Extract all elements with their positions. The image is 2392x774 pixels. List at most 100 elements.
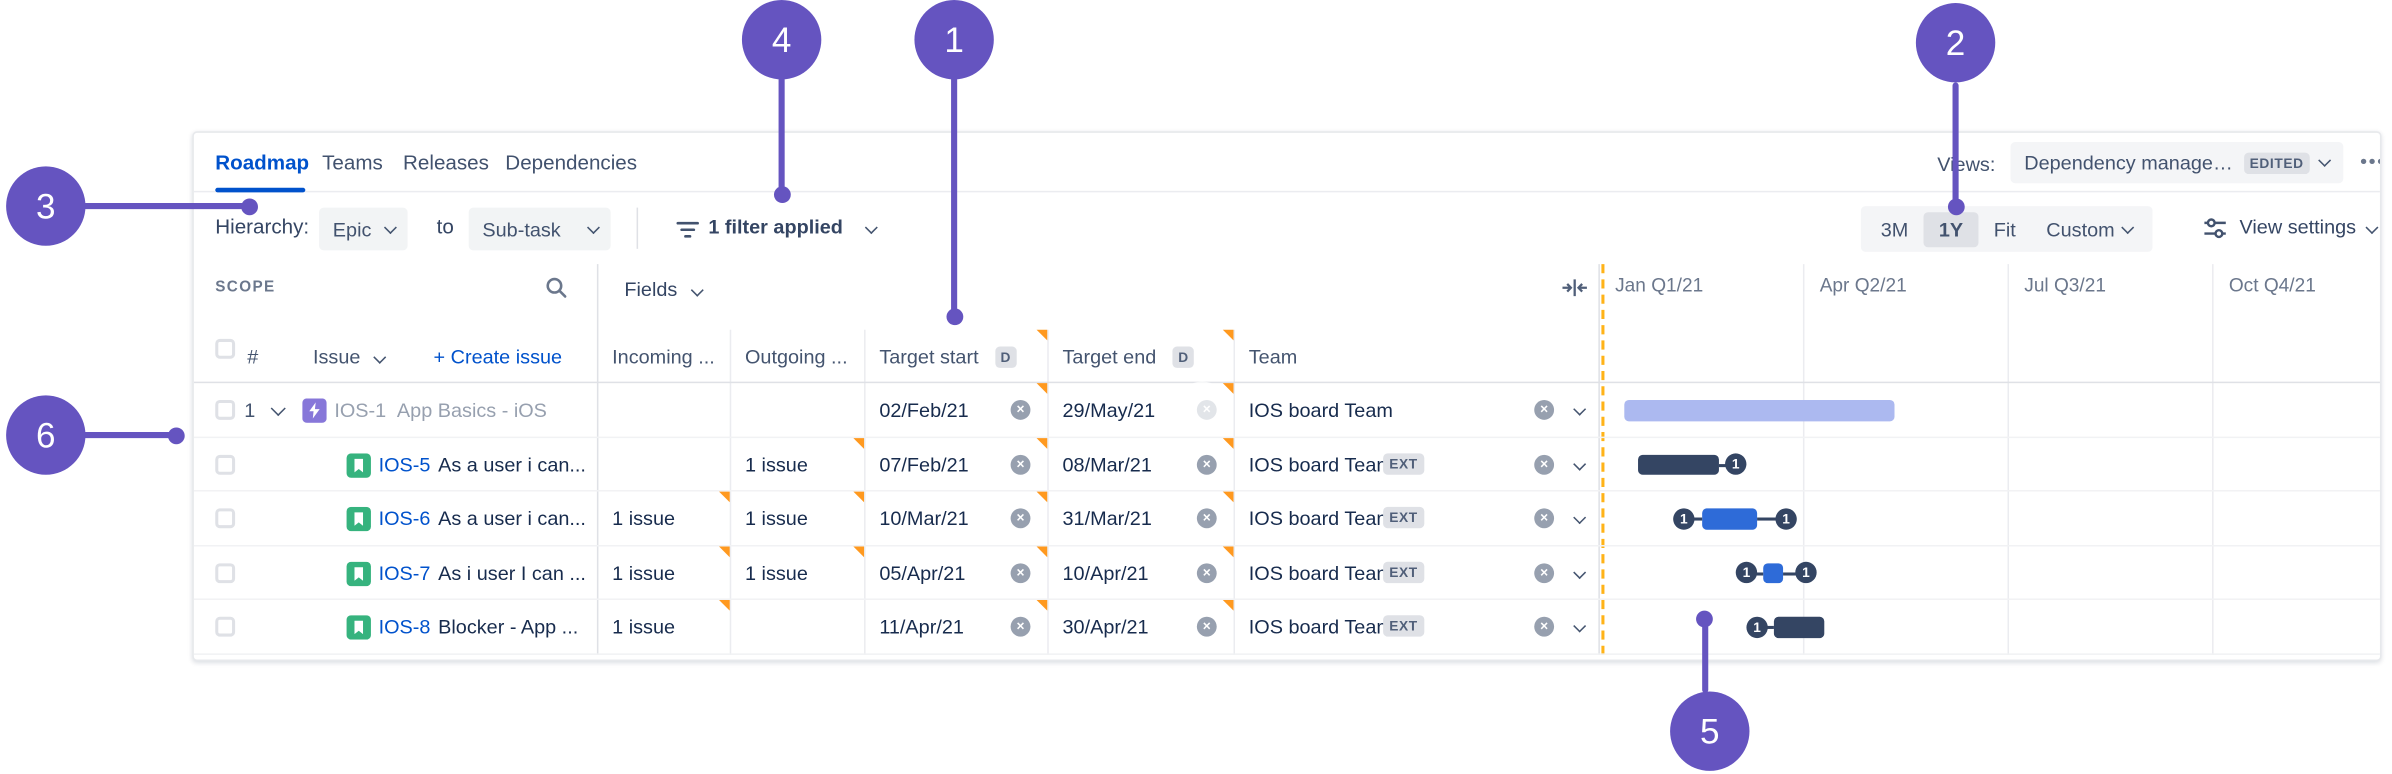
cell-target-start[interactable]: 02/Feb/21 × [864, 383, 1048, 436]
chevron-down-icon [2122, 221, 2134, 234]
cell-incoming[interactable]: 1 issue [597, 491, 730, 545]
filter-applied-label[interactable]: 1 filter applied [708, 215, 843, 239]
cell-team[interactable]: IOS board Team EXT × [1233, 492, 1598, 545]
clear-icon[interactable]: × [1010, 508, 1031, 529]
issue-key[interactable]: IOS-7 [378, 561, 431, 584]
row-chevron-icon[interactable] [1572, 565, 1585, 578]
zoom-custom-dropdown[interactable]: Custom [2031, 211, 2147, 246]
row-checkbox[interactable] [215, 562, 236, 583]
zoom-3m[interactable]: 3M [1880, 217, 1909, 241]
cell-target-end[interactable]: 31/Mar/21 × [1047, 491, 1234, 545]
cell-outgoing[interactable]: 1 issue [730, 437, 865, 490]
cell-team[interactable]: IOS board Team EXT × [1233, 546, 1598, 599]
clear-icon[interactable]: × [1196, 562, 1217, 583]
issue-row-ios-6[interactable]: IOS-6 As a user i can... 1 issue 1 issue 10/… [193, 491, 2380, 546]
clear-icon[interactable]: × [1010, 454, 1031, 475]
clear-icon[interactable]: × [1534, 454, 1555, 475]
zoom-fit[interactable]: Fit [1993, 217, 2016, 241]
tab-roadmap[interactable]: Roadmap [215, 151, 310, 175]
clear-icon[interactable]: × [1010, 562, 1031, 583]
row-chevron-icon[interactable] [1572, 619, 1585, 632]
clear-icon[interactable]: × [1534, 562, 1555, 583]
col-target-end[interactable]: Target end D [1063, 345, 1194, 368]
dependency-count-badge[interactable]: 1 [1795, 561, 1817, 584]
dependency-count-badge[interactable]: 1 [1673, 507, 1695, 529]
col-outgoing[interactable]: Outgoing ... [744, 345, 848, 368]
issue-row-ios-7[interactable]: IOS-7 As i user I can ... 1 issue 1 issue 05… [193, 545, 2380, 600]
cell-target-end[interactable]: 30/Apr/21 × [1047, 599, 1234, 653]
row-checkbox[interactable] [215, 616, 236, 637]
select-all-checkbox[interactable] [215, 338, 236, 359]
issue-row-ios-5[interactable]: IOS-5 As a user i can... 1 issue 07/Feb/21 ×… [193, 437, 2380, 492]
issue-row-ios-1[interactable]: 1 IOS-1 App Basics - iOS 02/Feb/21 × 29/May/2… [193, 383, 2380, 438]
gantt-bar[interactable] [1638, 454, 1719, 475]
tab-releases[interactable]: Releases [403, 151, 489, 175]
gantt-bar[interactable] [1763, 562, 1784, 584]
cell-incoming[interactable]: 1 issue [597, 545, 730, 599]
zoom-1y[interactable]: 1Y [1923, 211, 1979, 247]
search-icon[interactable] [545, 276, 568, 307]
tab-teams[interactable]: Teams [322, 151, 383, 175]
issue-key[interactable]: IOS-6 [378, 506, 431, 530]
create-issue-button[interactable]: + Create issue [433, 345, 563, 368]
issue-row-ios-8[interactable]: IOS-8 Blocker - App ... 1 issue 11/Apr/21 × 3… [193, 599, 2380, 655]
col-incoming[interactable]: Incoming ... [612, 345, 715, 368]
cell-target-start[interactable]: 10/Mar/21 × [864, 491, 1048, 545]
cell-target-end[interactable]: 10/Apr/21 × [1047, 545, 1234, 599]
dependency-count-badge[interactable]: 1 [1735, 561, 1758, 584]
quarter-label: Oct Q4/21 [2228, 274, 2316, 297]
cell-outgoing[interactable] [730, 600, 864, 653]
clear-icon[interactable]: × [1534, 616, 1555, 637]
divider [636, 207, 639, 249]
row-chevron-icon[interactable] [1572, 511, 1585, 524]
clear-icon[interactable]: × [1196, 616, 1217, 637]
clear-icon[interactable]: × [1010, 399, 1031, 420]
cell-outgoing[interactable]: 1 issue [730, 545, 865, 599]
row-checkbox[interactable] [215, 399, 236, 420]
dependency-count-badge[interactable]: 1 [1725, 453, 1747, 475]
cell-target-start[interactable]: 07/Feb/21 × [864, 437, 1048, 490]
cell-incoming[interactable]: 1 issue [597, 599, 730, 653]
tab-dependencies[interactable]: Dependencies [505, 151, 638, 175]
issue-key[interactable]: IOS-5 [378, 452, 431, 476]
col-issue[interactable]: Issue [313, 345, 386, 368]
issue-key[interactable]: IOS-1 [334, 398, 387, 422]
cell-target-start[interactable]: 05/Apr/21 × [864, 545, 1048, 599]
col-target-start[interactable]: Target start D [879, 345, 1017, 368]
issue-key[interactable]: IOS-8 [378, 615, 431, 639]
expand-chevron-icon[interactable] [271, 400, 286, 416]
more-icon[interactable]: ••• [2360, 149, 2380, 173]
hierarchy-to-dropdown[interactable]: Sub-task [468, 207, 611, 251]
views-dropdown[interactable]: Dependency manage… EDITED [2010, 141, 2343, 184]
collapse-columns-icon[interactable] [1562, 278, 1588, 305]
ext-badge: EXT [1383, 452, 1424, 475]
fields-dropdown[interactable]: Fields [624, 278, 704, 301]
clear-icon[interactable]: × [1196, 454, 1217, 475]
clear-icon[interactable]: × [1534, 399, 1555, 420]
row-chevron-icon[interactable] [1572, 457, 1585, 469]
dependency-count-badge[interactable]: 1 [1775, 507, 1797, 529]
clear-icon[interactable]: × [1534, 508, 1555, 529]
col-team[interactable]: Team [1248, 345, 1298, 368]
gantt-bar[interactable] [1624, 399, 1895, 421]
clear-icon[interactable]: × [1010, 616, 1031, 637]
cell-outgoing[interactable]: 1 issue [730, 491, 865, 545]
header-divider [193, 381, 2380, 384]
clear-icon[interactable]: × [1196, 508, 1217, 529]
row-checkbox[interactable] [215, 454, 236, 475]
cell-team[interactable]: IOS board Team EXT × [1233, 437, 1598, 490]
row-chevron-icon[interactable] [1572, 402, 1585, 415]
gantt-bar[interactable] [1773, 616, 1825, 638]
cell-target-start[interactable]: 11/Apr/21 × [864, 599, 1048, 653]
cell-target-end[interactable]: 08/Mar/21 × [1047, 437, 1234, 490]
cell-team[interactable]: IOS board Team × [1233, 383, 1598, 436]
hierarchy-from-dropdown[interactable]: Epic [319, 207, 408, 251]
cell-incoming[interactable] [597, 383, 730, 436]
gantt-bar[interactable] [1702, 508, 1758, 529]
cell-outgoing[interactable] [730, 383, 864, 436]
dependency-count-badge[interactable]: 1 [1746, 615, 1768, 638]
cell-incoming[interactable] [597, 437, 730, 490]
row-checkbox[interactable] [215, 508, 236, 529]
cell-team[interactable]: IOS board Team EXT × [1233, 600, 1598, 653]
view-settings-label[interactable]: View settings [2239, 215, 2357, 239]
